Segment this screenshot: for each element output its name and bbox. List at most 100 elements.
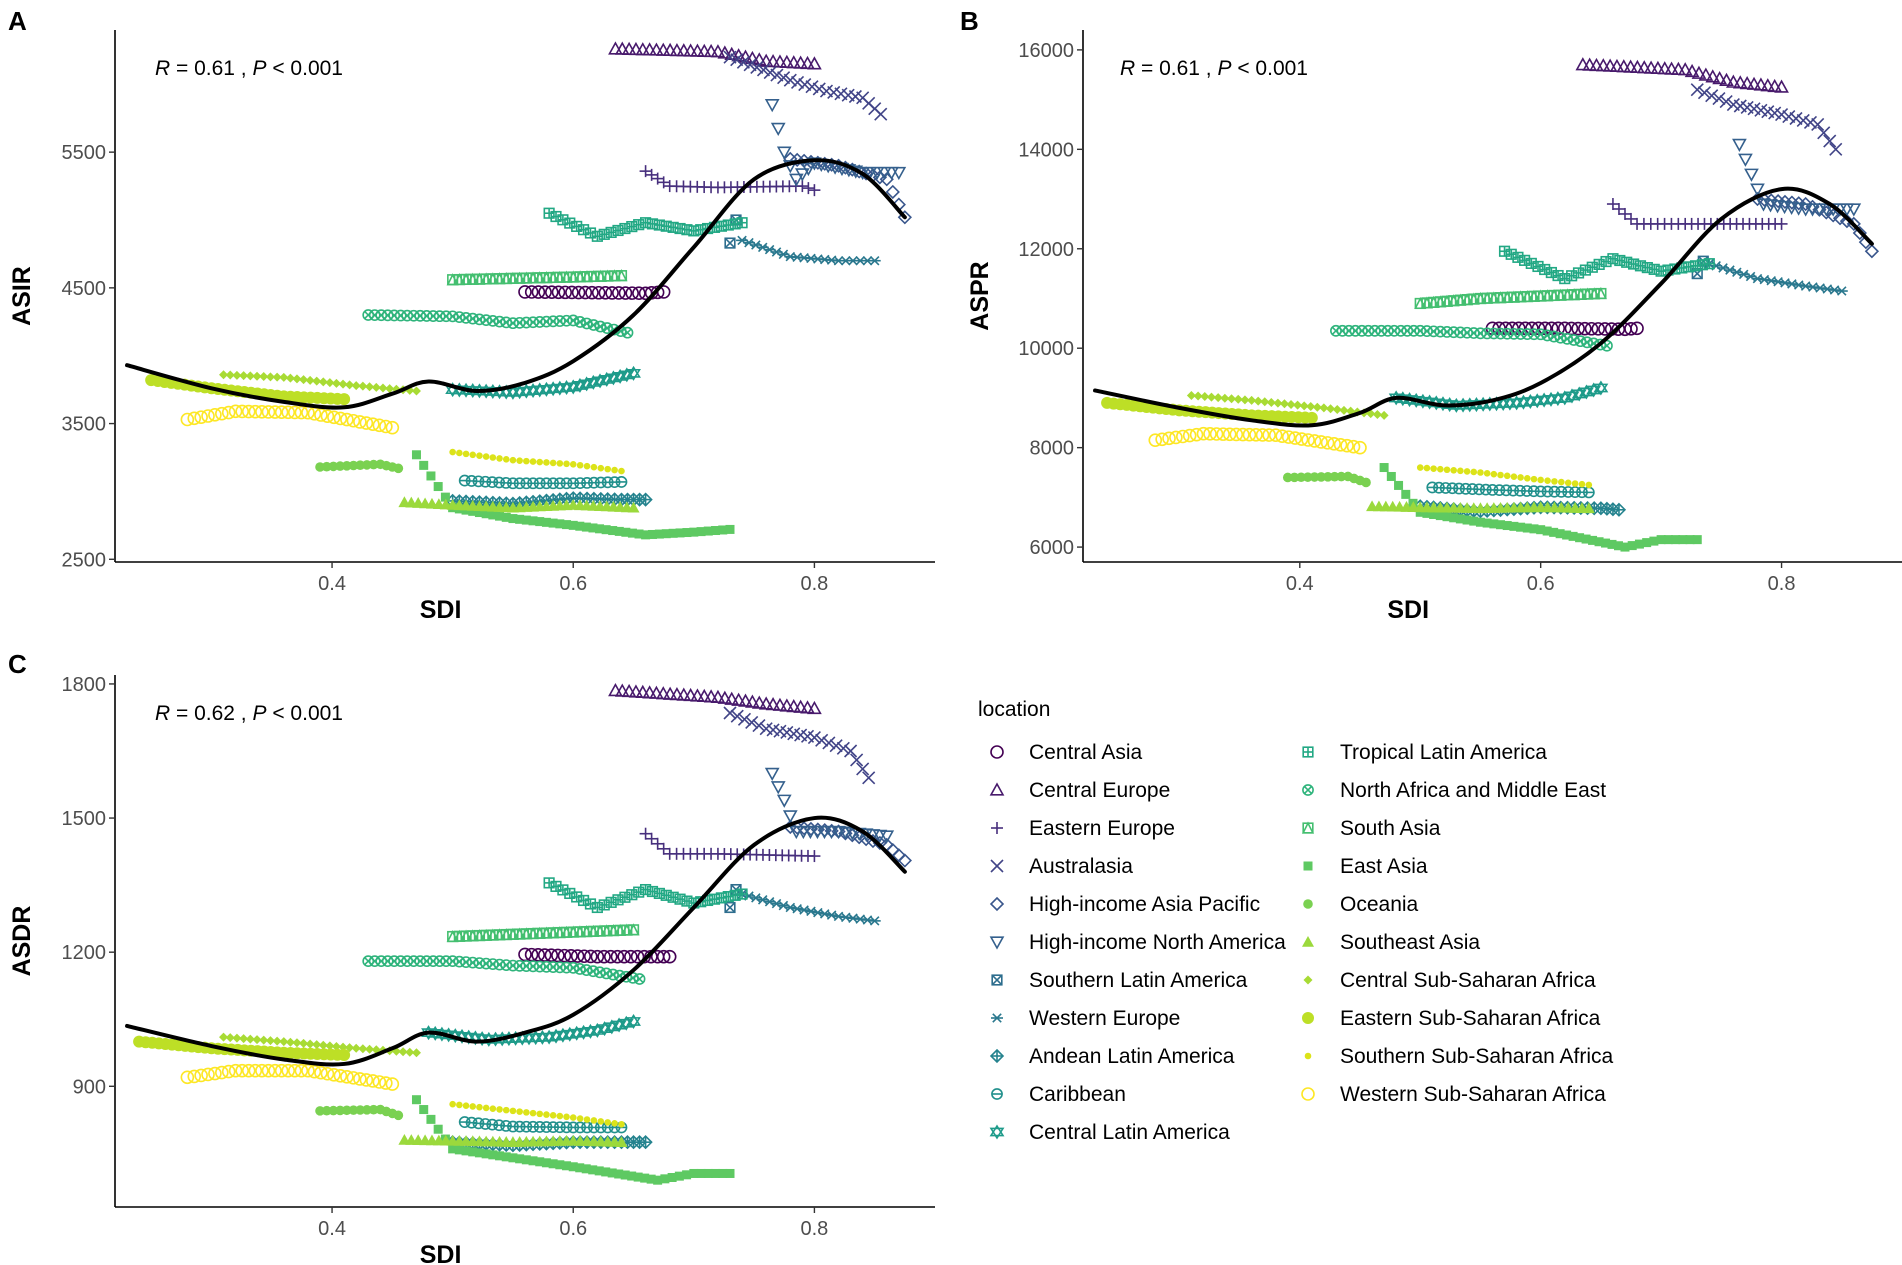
series-central-europe [608,41,822,70]
data-point [535,1157,545,1167]
data-point [590,949,605,964]
series-western-europe [736,889,881,926]
data-point [1517,474,1524,481]
data-point [1249,428,1263,442]
x-axis-title: SDI [420,1241,462,1265]
data-point [1314,435,1328,449]
data-point [1767,78,1783,93]
data-point [1689,260,1702,272]
data-point [1175,429,1190,444]
series-central-latin-america [445,365,641,400]
data-point [564,949,578,963]
series-south-asia [446,269,628,286]
data-point [1624,322,1638,336]
data-point [793,699,808,713]
data-point [770,122,786,137]
data-point [571,891,583,903]
data-point [219,370,229,380]
series-australasia [723,706,876,785]
data-point [1510,473,1518,480]
data-point [1293,400,1303,410]
data-point [638,1135,653,1150]
data-point [318,1040,328,1050]
data-point [489,1105,497,1112]
data-point [1470,468,1478,476]
y-tick-label: 6000 [1030,537,1075,559]
data-point [627,501,640,513]
data-point [642,42,657,56]
data-point [675,528,685,538]
data-point [488,510,498,520]
data-point [331,378,341,388]
data-point [562,520,572,530]
data-point [571,285,586,300]
data-point [803,825,818,840]
legend-item-oceania: Oceania [1303,893,1419,916]
data-point [482,453,490,460]
data-point [379,1076,393,1090]
data-point [292,1038,302,1048]
data-point [555,519,565,529]
data-point [824,825,839,840]
data-point [228,1063,243,1078]
data-point [788,173,804,187]
data-point [718,525,728,535]
data-point [235,1063,249,1078]
data-point [1549,527,1559,537]
data-point [1719,95,1733,109]
data-point [725,524,735,534]
data-point [615,476,628,488]
data-point [817,825,832,840]
data-point [597,464,605,472]
data-point [1449,513,1459,523]
data-point [605,226,617,239]
data-point [635,42,651,56]
y-tick-label: 900 [73,1076,106,1098]
data-point [372,1075,387,1089]
x-tick-label: 0.8 [801,573,829,595]
data-point [621,41,637,55]
data-point [1462,515,1472,525]
data-point [626,365,641,381]
data-point [208,408,222,422]
data-point [1532,260,1544,273]
data-point [508,514,518,524]
data-point [763,65,777,80]
data-point [1796,113,1810,128]
data-point [667,891,679,903]
data-point [578,285,593,300]
data-point [1442,512,1452,522]
data-point [201,409,215,423]
data-point [1490,470,1498,478]
data-point [1690,83,1704,97]
data-point [411,450,421,460]
data-point [327,410,341,425]
data-point [1294,432,1309,446]
data-point [608,41,623,55]
data-point [536,1110,544,1118]
data-point [1572,267,1585,279]
data-point [681,895,693,907]
data-point [1817,126,1831,140]
data-point [529,458,537,465]
data-point [683,43,698,57]
data-point [232,370,242,380]
data-point [541,1158,551,1168]
series-oceania [1282,471,1371,488]
data-point [315,1106,325,1116]
data-point [715,892,727,904]
data-point [235,404,249,419]
data-point [338,393,351,406]
data-point [765,697,781,711]
data-point [591,230,603,242]
data-point [252,1035,262,1045]
legend-label: Southern Sub-Saharan Africa [1340,1045,1613,1068]
data-point [668,528,678,538]
data-point [812,82,826,96]
data-point [1698,67,1714,81]
data-point [1182,428,1197,443]
chart-panel-b: B 0.4 0.6 0.8 6000 8000 10000 12000 14000 16000 SD… [960,6,1902,624]
data-point [279,1037,289,1047]
data-point [1266,397,1276,407]
data-point [1329,471,1340,482]
